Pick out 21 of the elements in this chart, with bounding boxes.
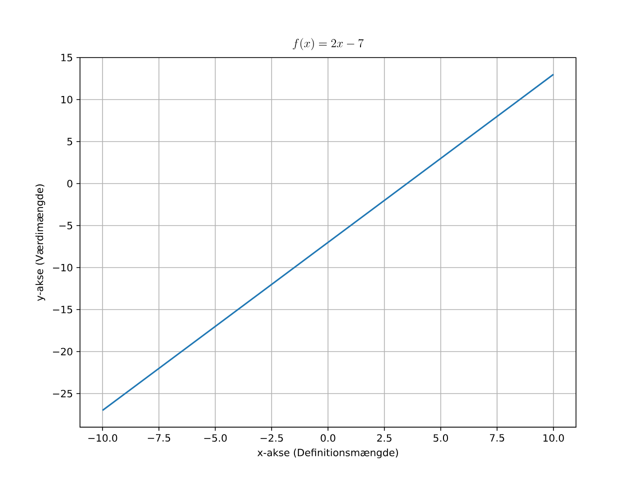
x-tick-label: 7.5: [490, 434, 504, 442]
x-tick-label: −5.0: [204, 434, 227, 442]
x-tick-label: −10.0: [88, 434, 118, 442]
y-tick-label: −15: [53, 306, 72, 314]
x-tick-label: 0.0: [320, 434, 336, 442]
y-tick-label: 5: [67, 138, 72, 146]
y-tick-label: −10: [53, 264, 72, 272]
y-tick-label: −20: [53, 348, 72, 356]
x-axis-title: x-akse (Definitionsmængde): [257, 448, 398, 458]
x-tick-label: −2.5: [260, 434, 283, 442]
x-tick-label: −7.5: [148, 434, 170, 442]
y-axis-title: y-akse (Værdimængde): [35, 184, 46, 301]
y-tick-label: 10: [61, 96, 72, 104]
y-tick-label: −25: [53, 390, 72, 398]
x-tick-label: 5.0: [434, 434, 448, 442]
x-tick-label: 10.0: [543, 434, 564, 442]
y-tick-label: 0: [67, 180, 72, 188]
y-tick-label: −5: [59, 222, 72, 230]
x-tick-label: 2.5: [377, 434, 392, 442]
y-tick-label: 15: [61, 54, 72, 62]
chart-title: $f(x) = 2x - 7$: [292, 38, 364, 50]
